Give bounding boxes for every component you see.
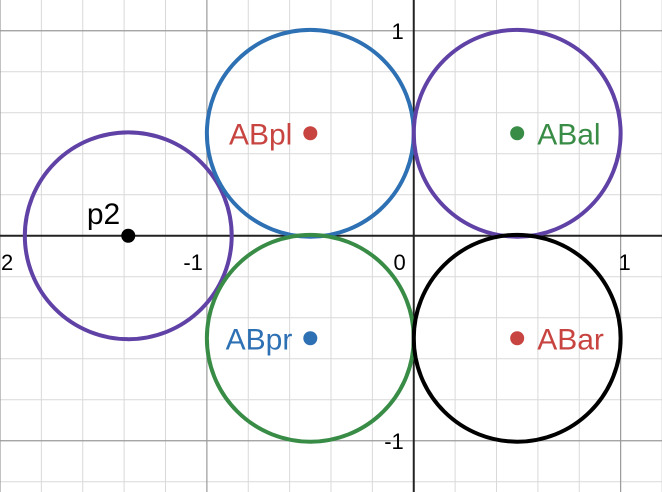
point-abpr-dot[interactable] [303, 331, 318, 346]
x-tick-label: 0 [394, 250, 406, 275]
point-abal-label: ABal [537, 118, 600, 151]
point-abar-label: ABar [537, 323, 604, 356]
tick-labels: 2 -1 0 1 1 -1 [1, 19, 631, 454]
circle-p2[interactable] [22, 130, 234, 342]
point-abpl-label: ABpl [229, 118, 292, 151]
point-abar-dot[interactable] [510, 331, 525, 346]
y-tick-label: -1 [384, 429, 404, 454]
points: p2 ABpl ABal ABpr ABar [87, 118, 604, 356]
point-abpr-label: ABpr [226, 323, 293, 356]
point-p2-label: p2 [87, 198, 120, 231]
y-tick-label: 1 [392, 19, 404, 44]
point-p2-dot[interactable] [121, 228, 136, 243]
x-tick-label: -1 [183, 250, 203, 275]
point-abpl-dot[interactable] [303, 126, 318, 141]
x-tick-label: 1 [619, 250, 631, 275]
point-abal-dot[interactable] [510, 126, 525, 141]
circles [22, 27, 623, 444]
x-tick-label: 2 [1, 250, 13, 275]
circle-abar[interactable] [411, 232, 623, 444]
